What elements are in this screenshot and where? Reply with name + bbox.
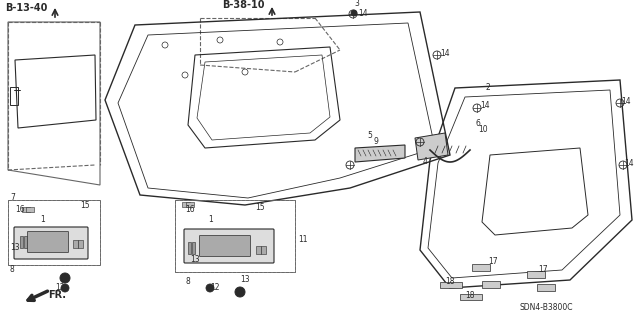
Text: 1: 1 (40, 216, 45, 225)
Circle shape (238, 290, 242, 294)
Text: 16: 16 (15, 205, 24, 214)
Text: 14: 14 (621, 97, 630, 106)
Bar (460, 294, 482, 300)
Bar (537, 284, 555, 291)
Text: 2: 2 (485, 84, 490, 93)
Text: B-38-10: B-38-10 (222, 0, 264, 10)
Text: 4: 4 (423, 158, 428, 167)
FancyBboxPatch shape (184, 229, 274, 263)
Text: 14: 14 (358, 10, 367, 19)
Bar (22, 207, 30, 212)
Circle shape (351, 10, 357, 16)
Text: 18: 18 (445, 278, 454, 286)
Text: 13: 13 (240, 276, 250, 285)
Text: 12: 12 (55, 284, 65, 293)
Bar (256, 246, 261, 254)
FancyBboxPatch shape (200, 235, 250, 256)
Text: 15: 15 (80, 202, 90, 211)
Circle shape (63, 276, 67, 280)
Text: 17: 17 (538, 265, 548, 275)
Text: 10: 10 (478, 125, 488, 135)
Text: 3: 3 (354, 0, 359, 9)
Text: 9: 9 (374, 137, 379, 146)
Circle shape (61, 284, 69, 292)
Text: 14: 14 (480, 101, 490, 110)
Text: 16: 16 (185, 205, 195, 214)
Text: 14: 14 (624, 159, 634, 167)
FancyBboxPatch shape (188, 242, 191, 254)
Bar (186, 202, 194, 207)
Text: 15: 15 (255, 203, 264, 211)
Text: 12: 12 (210, 284, 220, 293)
Text: 14: 14 (440, 48, 450, 57)
Text: 6: 6 (475, 118, 480, 128)
Polygon shape (355, 145, 405, 162)
Text: 11: 11 (298, 235, 307, 244)
Circle shape (206, 284, 214, 292)
Text: 8: 8 (10, 264, 15, 273)
Text: FR.: FR. (48, 290, 66, 300)
Text: 13: 13 (190, 256, 200, 264)
Text: SDN4-B3800C: SDN4-B3800C (520, 303, 573, 313)
Bar (182, 202, 190, 207)
Text: 1: 1 (208, 216, 212, 225)
Text: 17: 17 (488, 257, 498, 266)
FancyBboxPatch shape (24, 236, 27, 248)
Text: 13: 13 (10, 243, 20, 253)
Circle shape (60, 273, 70, 283)
Text: 7: 7 (10, 192, 15, 202)
Polygon shape (415, 133, 448, 160)
Bar (73, 240, 78, 248)
Bar (26, 207, 34, 212)
FancyBboxPatch shape (20, 236, 23, 248)
Text: B-13-40: B-13-40 (5, 3, 47, 13)
Bar (78, 240, 83, 248)
Text: 8: 8 (185, 277, 189, 286)
Bar (482, 281, 500, 288)
Bar (440, 282, 462, 288)
Bar (472, 264, 490, 271)
FancyBboxPatch shape (192, 242, 195, 254)
FancyBboxPatch shape (14, 227, 88, 259)
Text: 18: 18 (465, 291, 474, 300)
Bar (527, 271, 545, 278)
Text: 5: 5 (367, 131, 372, 140)
FancyBboxPatch shape (28, 232, 68, 253)
Bar (261, 246, 266, 254)
Circle shape (235, 287, 245, 297)
